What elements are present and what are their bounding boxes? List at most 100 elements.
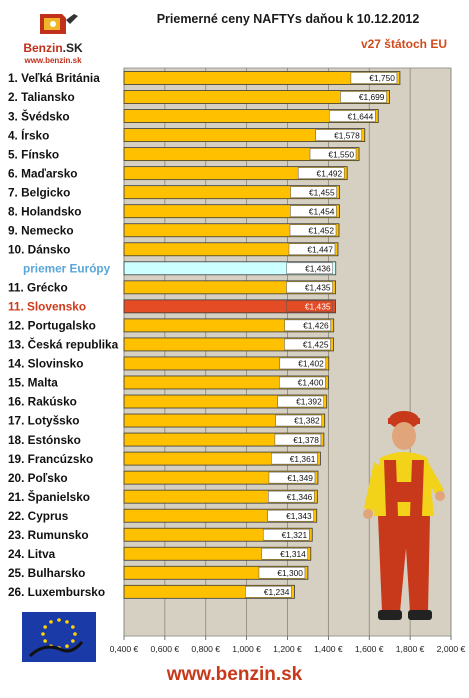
value-label-box — [290, 205, 337, 217]
x-tick-label: 1,600 € — [355, 644, 384, 654]
category-label: 5. Fínsko — [8, 147, 59, 161]
value-label-box — [286, 300, 333, 313]
value-label: €1,454 — [309, 206, 335, 216]
value-label-box — [261, 548, 309, 560]
footer-url: www.benzin.sk — [166, 664, 303, 685]
category-label: 6. Maďarsko — [8, 166, 77, 180]
category-label: 18. Estónsko — [8, 433, 81, 447]
chart-title: Priemerné ceny NAFTYs daňou k 10.12.2012 — [156, 12, 420, 26]
category-label: priemer Európy — [23, 262, 111, 276]
bar — [123, 375, 329, 390]
value-label: €1,578 — [334, 130, 360, 140]
bar — [123, 185, 341, 200]
value-label: €1,234 — [264, 587, 290, 597]
category-label: 20. Poľsko — [8, 471, 68, 485]
value-label-box — [328, 110, 376, 122]
value-label: €1,699 — [359, 92, 385, 102]
value-label: €1,349 — [287, 473, 313, 483]
eu-star-icon — [71, 639, 75, 643]
category-label: 26. Luxembursko — [8, 585, 105, 599]
eu-star-icon — [71, 625, 75, 629]
benzin-logo: Benzin.SK www.benzin.sk — [10, 8, 96, 66]
value-label-box — [284, 338, 331, 351]
category-label: 17. Lotyšsko — [8, 414, 79, 428]
bar — [123, 242, 339, 257]
value-label-box — [268, 490, 315, 503]
eu-flag-icon — [22, 612, 96, 662]
bar — [123, 166, 348, 181]
value-label: €1,378 — [293, 435, 319, 445]
category-label: 16. Rakúsko — [8, 395, 77, 409]
x-tick-label: 1,800 € — [396, 644, 425, 654]
mascot-icon — [363, 411, 445, 620]
chart-subtitle: v27 štátoch EU — [360, 37, 447, 51]
value-label: €1,452 — [308, 225, 334, 235]
category-label: 11. Grécko — [8, 281, 68, 295]
value-label: €1,346 — [287, 492, 313, 502]
eu-star-icon — [43, 625, 47, 629]
bar — [123, 356, 330, 371]
value-label: €1,426 — [303, 321, 329, 331]
value-label-box — [350, 72, 398, 84]
fuel-nozzle-icon — [40, 14, 78, 34]
category-label: 1. Veľká Británia — [8, 71, 100, 85]
value-label: €1,425 — [303, 340, 329, 350]
bar — [123, 71, 401, 85]
bar — [123, 413, 326, 428]
x-tick-label: 1,400 € — [314, 644, 343, 654]
eu-star-icon — [73, 632, 77, 636]
x-tick-label: 2,000 € — [437, 644, 466, 654]
value-label: €1,343 — [286, 511, 312, 521]
bar — [123, 318, 335, 333]
eu-star-icon — [49, 620, 53, 624]
category-label: 8. Holandsko — [8, 204, 81, 218]
value-label-box — [279, 376, 326, 389]
value-label-box — [340, 91, 387, 103]
value-label-box — [286, 262, 333, 275]
value-label-box — [279, 357, 327, 370]
bar — [123, 109, 379, 123]
eu-star-icon — [57, 618, 61, 622]
logo-name: Benzin.SK — [23, 41, 83, 55]
value-label: €1,435 — [305, 302, 331, 312]
bar-chart: €1,750 €1,699 €1,644 €1,578 €1,550 €1,492 €1,4… — [8, 67, 466, 654]
eu-star-icon — [65, 644, 69, 648]
category-label: 9. Nemecko — [8, 223, 74, 237]
category-label: 25. Bulharsko — [8, 566, 85, 580]
value-label: €1,550 — [328, 149, 354, 159]
eu-star-icon — [43, 639, 47, 643]
x-tick-label: 0,400 € — [110, 644, 139, 654]
category-label: 12. Portugalsko — [8, 319, 96, 333]
category-label: 7. Belgicko — [8, 185, 70, 199]
value-label-box — [275, 414, 322, 427]
value-label: €1,435 — [305, 283, 331, 293]
value-label: €1,644 — [348, 111, 374, 121]
value-label-box — [262, 528, 310, 541]
logo-url: www.benzin.sk — [24, 56, 82, 65]
eu-star-icon — [65, 620, 69, 624]
value-label-box — [271, 452, 318, 465]
x-tick-label: 0,800 € — [191, 644, 220, 654]
bar — [123, 337, 334, 352]
value-label-box — [245, 586, 292, 598]
value-label: €1,314 — [280, 549, 306, 559]
category-labels: 1. Veľká Británia 2. Taliansko 3. Švédsko 4… — [8, 71, 119, 599]
bar — [123, 432, 325, 447]
bar — [123, 204, 340, 219]
category-label: 19. Francúzsko — [8, 452, 93, 466]
value-label: €1,361 — [290, 454, 316, 464]
value-label: €1,750 — [369, 73, 395, 83]
bar — [123, 128, 366, 142]
category-label: 10. Dánsko — [8, 242, 70, 256]
bar — [123, 280, 336, 295]
category-label: 24. Litva — [8, 547, 56, 561]
value-label: €1,300 — [277, 568, 303, 578]
value-label: €1,402 — [298, 359, 324, 369]
category-label: 14. Slovinsko — [8, 357, 83, 371]
value-label: €1,382 — [294, 416, 320, 426]
value-label-box — [258, 567, 306, 579]
category-label: 2. Taliansko — [8, 90, 75, 104]
category-label: 22. Cyprus — [8, 509, 69, 523]
value-label-box — [267, 509, 314, 522]
